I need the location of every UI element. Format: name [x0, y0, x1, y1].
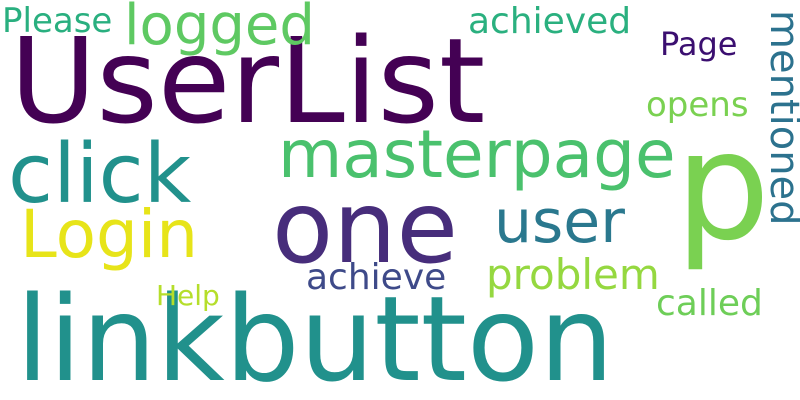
word-opens: opens: [646, 85, 749, 125]
word-page: Page: [660, 25, 738, 63]
word-masterpage: masterpage: [278, 116, 676, 193]
word-called: called: [656, 283, 763, 324]
word-linkbutton: linkbutton: [16, 270, 614, 400]
word-click: click: [8, 127, 192, 222]
word-login: Login: [20, 196, 199, 273]
word-logged: logged: [124, 0, 315, 58]
word-achieved: achieved: [468, 1, 632, 42]
word-help: Help: [156, 279, 220, 312]
word-problem: problem: [486, 250, 660, 299]
word-p: p: [675, 100, 771, 274]
word-please: Please: [2, 1, 113, 41]
word-one: one: [272, 169, 459, 286]
word-user: user: [494, 187, 625, 257]
word-userlist: UserList: [10, 12, 486, 150]
word-achieve: achieve: [306, 257, 447, 298]
word-mentioned: mentioned: [761, 10, 800, 226]
